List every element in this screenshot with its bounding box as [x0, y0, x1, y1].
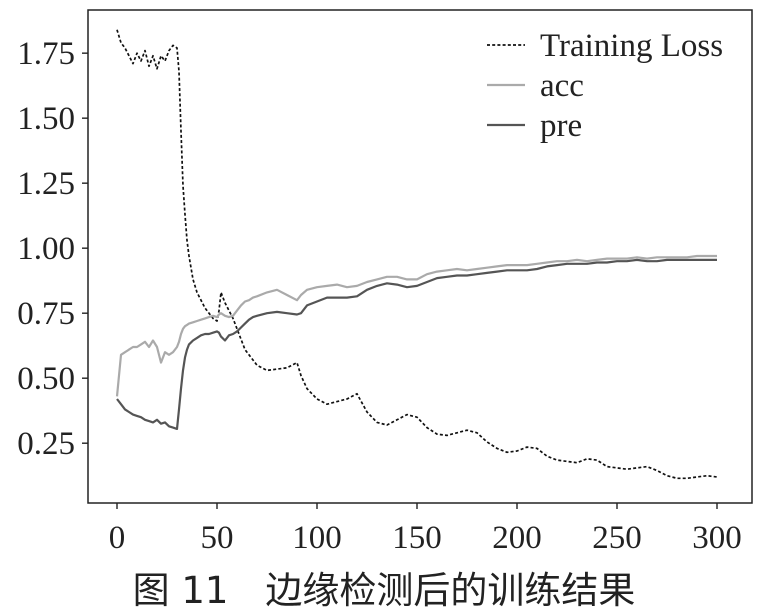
- x-tick-label: 150: [392, 520, 442, 556]
- axes: 0 50 100 150 200 250 300 0.25 0.50 0.75 1.00 1.25 1.…: [17, 36, 742, 556]
- legend: Training Loss acc pre: [487, 28, 723, 144]
- legend-label-pre: pre: [540, 108, 582, 144]
- x-tick-label: 250: [592, 520, 642, 556]
- y-tick-label: 0.50: [17, 361, 75, 397]
- y-tick-label: 1.50: [17, 101, 75, 137]
- legend-item-pre: pre: [487, 108, 582, 144]
- legend-label-acc: acc: [540, 68, 584, 104]
- x-tick-label: 200: [492, 520, 542, 556]
- series-line-acc: [115, 254, 717, 397]
- series-layer: [115, 29, 718, 480]
- figure-caption: 图 11 边缘检测后的训练结果: [133, 569, 636, 612]
- y-tick-label: 0.75: [17, 296, 75, 332]
- x-tick-label: 100: [292, 520, 342, 556]
- legend-label-training-loss: Training Loss: [540, 28, 723, 64]
- x-tick-label: 0: [109, 520, 126, 556]
- y-tick-label: 1.00: [17, 231, 75, 267]
- series-line-pre: [116, 258, 717, 430]
- x-tick-label: 50: [201, 520, 234, 556]
- y-tick-label: 1.25: [17, 166, 75, 202]
- series-line-training-loss: [116, 29, 718, 480]
- plot-frame: [87, 9, 753, 504]
- legend-item-acc: acc: [487, 68, 584, 104]
- y-tick-label: 0.25: [17, 426, 75, 462]
- x-tick-label: 300: [692, 520, 742, 556]
- legend-item-training-loss: Training Loss: [487, 28, 723, 64]
- y-tick-label: 1.75: [17, 36, 75, 72]
